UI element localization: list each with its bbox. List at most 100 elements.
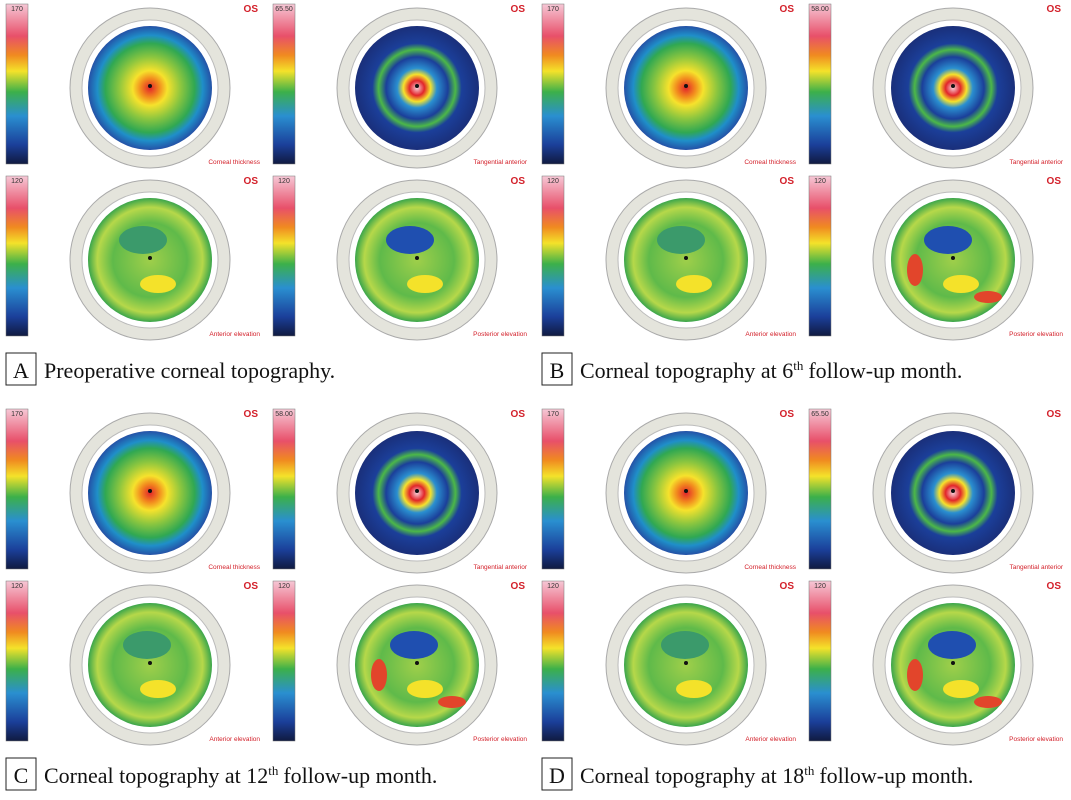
topography-map: 120 OS Posterior elevation	[809, 581, 1063, 745]
map-label: Anterior elevation	[209, 331, 260, 338]
caption-text: Corneal topography at 12	[44, 763, 268, 788]
center-mark	[148, 661, 152, 665]
center-mark	[415, 661, 419, 665]
depression	[928, 631, 976, 659]
map-label: Anterior elevation	[745, 736, 796, 743]
scale-top-label: 58.00	[811, 6, 829, 13]
caption-end: follow-up month.	[819, 763, 973, 788]
panel-letter: D	[549, 763, 565, 788]
map-label: Corneal thickness	[744, 159, 796, 166]
caption-end: follow-up month.	[808, 358, 962, 383]
scale-top-label: 170	[547, 411, 559, 418]
caption: Preoperative corneal topography.	[44, 358, 335, 383]
depression	[657, 226, 705, 254]
panel-letter: B	[550, 358, 565, 383]
topography-map: 65.50OSTangential anterior	[809, 409, 1064, 573]
caption-suffix: th	[804, 763, 815, 778]
map-label: Anterior elevation	[209, 736, 260, 743]
color-scale	[6, 176, 28, 336]
scale-top-label: 120	[278, 178, 290, 185]
panel-letter: A	[13, 358, 29, 383]
scale-top-label: 120	[547, 583, 559, 590]
map-label: Anterior elevation	[745, 331, 796, 338]
scale-top-label: 58.00	[275, 411, 293, 418]
eye-label: OS	[780, 176, 795, 187]
scale-top-label: 120	[814, 583, 826, 590]
color-scale	[273, 4, 295, 164]
center-mark	[148, 256, 152, 260]
panel-letter: C	[14, 763, 29, 788]
depression	[123, 631, 171, 659]
topography-map: 170 OS Corneal thickness	[6, 4, 261, 168]
color-scale	[809, 4, 831, 164]
map-label: Posterior elevation	[473, 736, 527, 743]
eye-label: OS	[244, 409, 259, 420]
depression	[924, 226, 972, 254]
center-mark	[684, 661, 688, 665]
color-scale	[809, 176, 831, 336]
eye-label: OS	[1047, 581, 1062, 592]
topography-map: 120 OS Anterior elevation	[542, 176, 796, 340]
caption: Corneal topography at 6th follow-up month…	[580, 358, 962, 383]
scale-top-label: 170	[547, 6, 559, 13]
eye-label: OS	[244, 581, 259, 592]
center-mark	[684, 489, 688, 493]
map-label: Corneal thickness	[208, 159, 260, 166]
topography-map: 170 OS Corneal thickness	[542, 409, 797, 573]
center-mark	[148, 489, 152, 493]
color-scale	[273, 581, 295, 741]
eye-label: OS	[511, 4, 526, 15]
topography-map: 170 OS Corneal thickness	[542, 4, 797, 168]
caption-suffix: th	[268, 763, 279, 778]
eye-label: OS	[511, 176, 526, 187]
scale-top-label: 170	[11, 6, 23, 13]
elevation-spot	[943, 680, 979, 698]
scale-top-label: 170	[11, 411, 23, 418]
elevation-peak	[907, 659, 923, 691]
map-label: Corneal thickness	[208, 564, 260, 571]
color-scale	[809, 409, 831, 569]
caption: Corneal topography at 12thfollow-up mont…	[44, 763, 437, 788]
scale-top-label: 120	[547, 178, 559, 185]
scale-top-label: 120	[814, 178, 826, 185]
color-scale	[809, 581, 831, 741]
color-scale	[273, 176, 295, 336]
elevation-peak	[974, 696, 1002, 708]
elevation-spot	[140, 275, 176, 293]
depression	[119, 226, 167, 254]
elevation-peak	[371, 659, 387, 691]
topography-map: 120OSAnterior elevation	[6, 581, 260, 745]
depression	[390, 631, 438, 659]
center-mark	[684, 84, 688, 88]
elevation-peak	[438, 696, 466, 708]
elevation-spot	[140, 680, 176, 698]
caption-suffix: th	[793, 358, 804, 373]
caption-text: Preoperative corneal topography.	[44, 358, 335, 383]
eye-label: OS	[780, 4, 795, 15]
elevation-spot	[407, 680, 443, 698]
map-label: Posterior elevation	[473, 331, 527, 338]
elevation-spot	[676, 275, 712, 293]
elevation-spot	[676, 680, 712, 698]
scale-top-label: 65.50	[811, 411, 829, 418]
center-mark	[148, 84, 152, 88]
depression	[386, 226, 434, 254]
color-scale	[542, 581, 564, 741]
eye-label: OS	[1047, 4, 1062, 15]
caption-text: Corneal topography at 6	[580, 358, 793, 383]
map-label: Corneal thickness	[744, 564, 796, 571]
eye-label: OS	[244, 4, 259, 15]
eye-label: OS	[780, 409, 795, 420]
map-label: Posterior elevation	[1009, 736, 1063, 743]
topography-map: 120 OS Posterior elevation	[273, 176, 527, 340]
eye-label: OS	[511, 409, 526, 420]
figure: 170 OS Corneal thickness 65.50OSTangential …	[0, 0, 1071, 800]
center-mark	[415, 489, 419, 493]
center-mark	[951, 661, 955, 665]
center-mark	[951, 84, 955, 88]
